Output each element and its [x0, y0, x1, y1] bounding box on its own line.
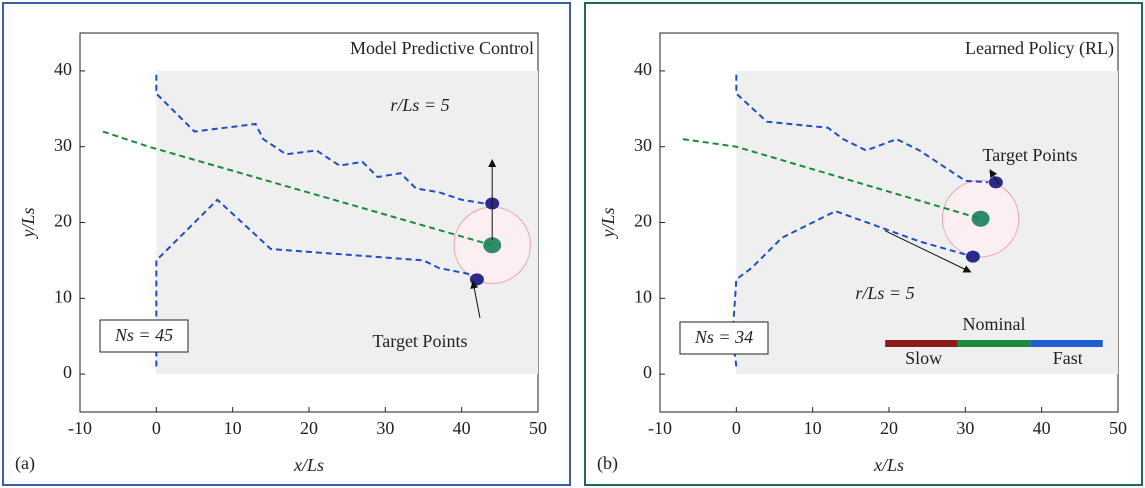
y-tick-label: 20	[54, 211, 72, 231]
trajectory	[155, 74, 485, 205]
x-tick-label: 10	[224, 418, 242, 438]
trajectory	[155, 198, 478, 367]
y-tick-label: 0	[63, 362, 72, 382]
panel-label: (b)	[597, 453, 618, 474]
radius-label: r/Ls = 5	[855, 283, 914, 303]
count-box	[99, 319, 189, 353]
x-tick-label: 50	[529, 418, 547, 438]
x-tick-label: 40	[1033, 418, 1051, 438]
target-label: Target Points	[373, 331, 468, 351]
x-tick-label: 30	[376, 418, 394, 438]
legend-label: Slow	[905, 348, 942, 368]
panel-title: Model Predictive Control	[350, 38, 534, 58]
count-label: Ns = 45	[114, 325, 173, 345]
panel-title: Learned Policy (RL)	[965, 38, 1114, 59]
target-point	[469, 273, 484, 286]
target-arrow	[470, 280, 481, 319]
y-tick-label: 10	[54, 286, 72, 306]
count-box	[679, 321, 769, 355]
y-tick-label: 20	[634, 211, 652, 231]
y-axis-label: y/Ls	[598, 207, 618, 239]
legend-swatch	[1030, 340, 1103, 347]
x-tick-label: 10	[804, 418, 822, 438]
y-axis-label: y/Ls	[18, 207, 38, 239]
trajectory	[682, 138, 981, 220]
legend-swatch	[957, 340, 1031, 347]
y-tick-label: 30	[634, 135, 652, 155]
target-point	[988, 176, 1003, 189]
y-tick-label: 10	[634, 286, 652, 306]
workspace	[736, 70, 1118, 375]
x-tick-label: 20	[300, 418, 318, 438]
legend-label: Fast	[1053, 348, 1083, 368]
x-axis-label: x/Ls	[873, 455, 904, 475]
radius-label: r/Ls = 5	[390, 95, 449, 115]
target-arrow	[989, 169, 1000, 185]
x-tick-label: 50	[1109, 418, 1127, 438]
legend-label: Nominal	[962, 314, 1025, 334]
trajectory	[735, 74, 989, 184]
y-tick-label: 40	[54, 59, 72, 79]
x-tick-label: 0	[152, 418, 161, 438]
x-tick-label: -10	[648, 418, 672, 438]
x-tick-label: 30	[956, 418, 974, 438]
count-label: Ns = 34	[694, 327, 753, 347]
panel-frame	[2, 2, 571, 486]
x-tick-label: 0	[732, 418, 741, 438]
x-axis-label: x/Ls	[293, 455, 324, 475]
panel-label: (a)	[15, 453, 35, 474]
x-tick-label: 20	[880, 418, 898, 438]
x-tick-label: -10	[68, 418, 92, 438]
target-point	[965, 250, 980, 263]
panel-frame	[584, 2, 1143, 486]
y-tick-label: 40	[634, 59, 652, 79]
radius-arrow	[884, 230, 972, 273]
y-tick-label: 0	[643, 362, 652, 382]
y-tick-label: 30	[54, 135, 72, 155]
legend-swatch	[885, 340, 958, 347]
target-label: Target Points	[983, 145, 1078, 165]
cargo	[971, 210, 990, 227]
x-tick-label: 40	[453, 418, 471, 438]
